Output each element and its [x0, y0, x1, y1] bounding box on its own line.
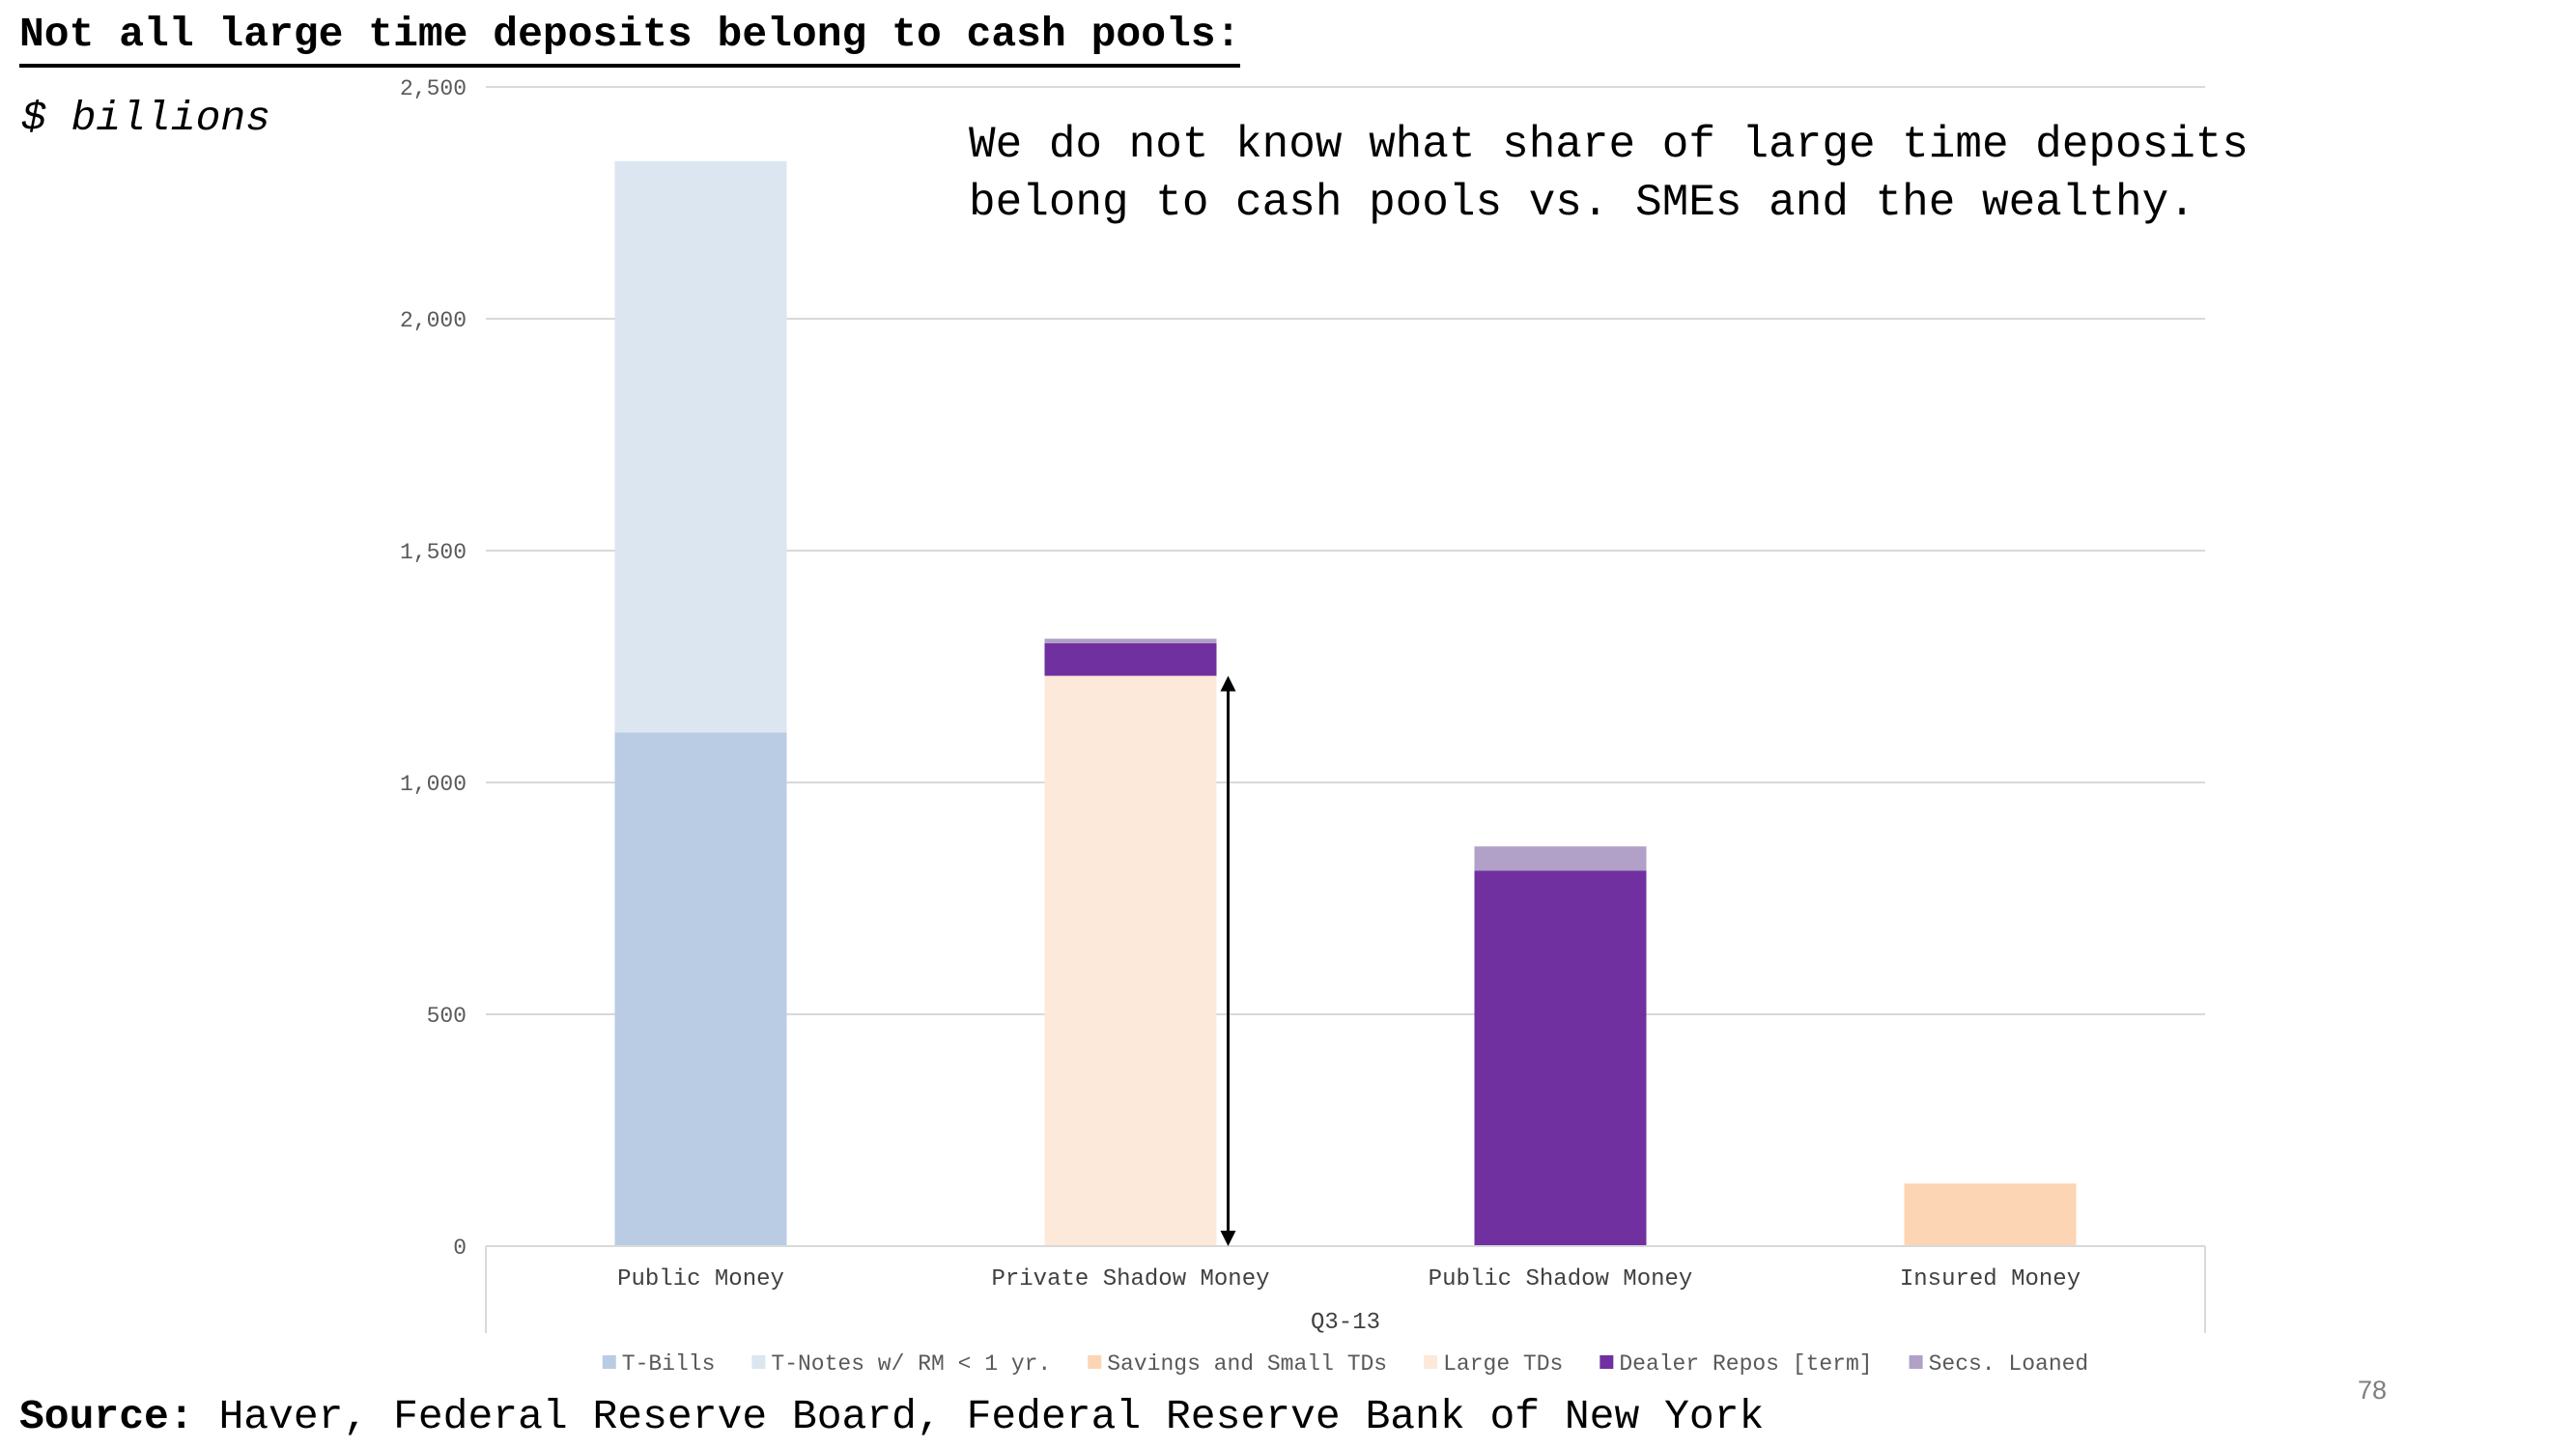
source-label: Source:: [19, 1393, 194, 1440]
legend-label: Large TDs: [1443, 1351, 1563, 1377]
category-labels: Public Money Private Shadow Money Public S…: [617, 1266, 2081, 1336]
bars: [614, 160, 2077, 1246]
source-note: Source: Haver, Federal Reserve Board, Fe…: [19, 1393, 1764, 1440]
legend-label: Dealer Repos [term]: [1619, 1351, 1872, 1377]
axes: [485, 1245, 2206, 1333]
page-number: 78: [2358, 1376, 2388, 1405]
legend-label: T-Bills: [622, 1351, 716, 1377]
legend-item: T-Notes w/ RM < 1 yr.: [751, 1351, 1051, 1377]
y-axis-ticks: 0 500 1,000 1,500 2,000 2,500: [400, 76, 467, 1261]
legend-label: T-Notes w/ RM < 1 yr.: [771, 1351, 1051, 1377]
legend-swatch: [1424, 1355, 1438, 1369]
y-tick-label: 1,500: [400, 540, 467, 565]
legend-swatch: [602, 1355, 616, 1369]
bar-segment: [1474, 846, 1647, 871]
legend: T-Bills T-Notes w/ RM < 1 yr. Savings and …: [602, 1351, 2089, 1377]
range-arrow: [1220, 675, 1236, 1246]
arrow-head-top: [1220, 675, 1236, 692]
y-tick-label: 500: [427, 1004, 467, 1029]
source-text: Haver, Federal Reserve Board, Federal Re…: [193, 1393, 1765, 1440]
x-category-label: Public Shadow Money: [1429, 1266, 1693, 1293]
y-tick-label: 1,000: [400, 772, 467, 797]
chart-title: Not all large time deposits belong to ca…: [19, 10, 1241, 68]
legend-item: T-Bills: [602, 1351, 716, 1377]
legend-item: Savings and Small TDs: [1088, 1351, 1387, 1377]
bar-segment: [1474, 870, 1647, 1246]
bar-segment: [1904, 1183, 2077, 1246]
bar-segment: [614, 732, 787, 1246]
legend-swatch: [751, 1355, 766, 1369]
bar-segment: [1044, 643, 1217, 676]
x-category-label: Private Shadow Money: [991, 1266, 1269, 1293]
legend-item: Secs. Loaned: [1909, 1351, 2089, 1377]
annotation-line-2: belong to cash pools vs. SMEs and the we…: [969, 178, 2195, 228]
legend-item: Large TDs: [1424, 1351, 1563, 1377]
legend-item: Dealer Repos [term]: [1599, 1351, 1873, 1377]
y-tick-label: 0: [453, 1236, 467, 1261]
legend-label: Secs. Loaned: [1929, 1351, 2089, 1377]
bar-segment: [1044, 639, 1217, 643]
annotation: We do not know what share of large time …: [969, 116, 2249, 232]
units-label: $ billions: [21, 95, 271, 142]
legend-swatch: [1599, 1355, 1614, 1369]
x-group-label: Q3-13: [1311, 1310, 1380, 1336]
legend-label: Savings and Small TDs: [1107, 1351, 1387, 1377]
y-tick-label: 2,000: [400, 308, 467, 333]
legend-swatch: [1088, 1355, 1102, 1369]
arrow-head-bottom: [1220, 1231, 1236, 1246]
bar-segment: [1044, 675, 1217, 1246]
x-category-label: Public Money: [617, 1266, 784, 1293]
bar-segment: [614, 160, 787, 733]
legend-swatch: [1909, 1355, 1923, 1369]
x-category-label: Insured Money: [1900, 1266, 2081, 1293]
y-tick-label: 2,500: [400, 76, 467, 101]
annotation-line-1: We do not know what share of large time …: [969, 120, 2250, 170]
